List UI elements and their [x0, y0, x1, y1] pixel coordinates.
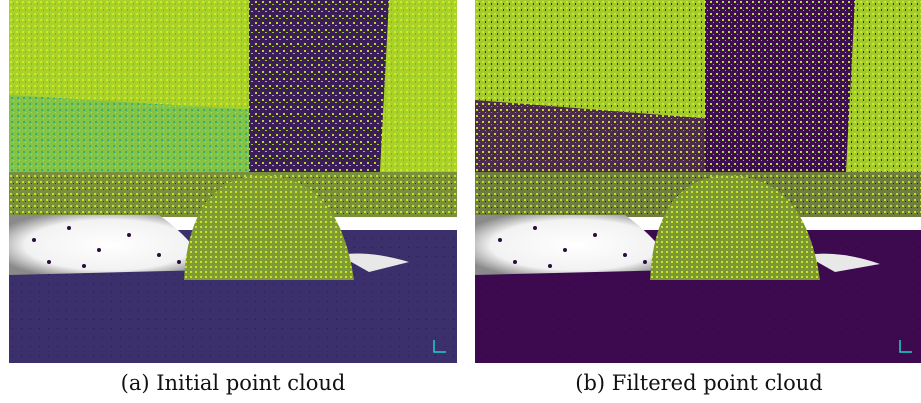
filtered-point-cloud-image	[475, 0, 921, 363]
initial-point-cloud-image	[9, 0, 457, 363]
caption-initial: (a) Initial point cloud	[120, 371, 346, 395]
caption-filtered: (b) Filtered point cloud	[575, 371, 823, 395]
